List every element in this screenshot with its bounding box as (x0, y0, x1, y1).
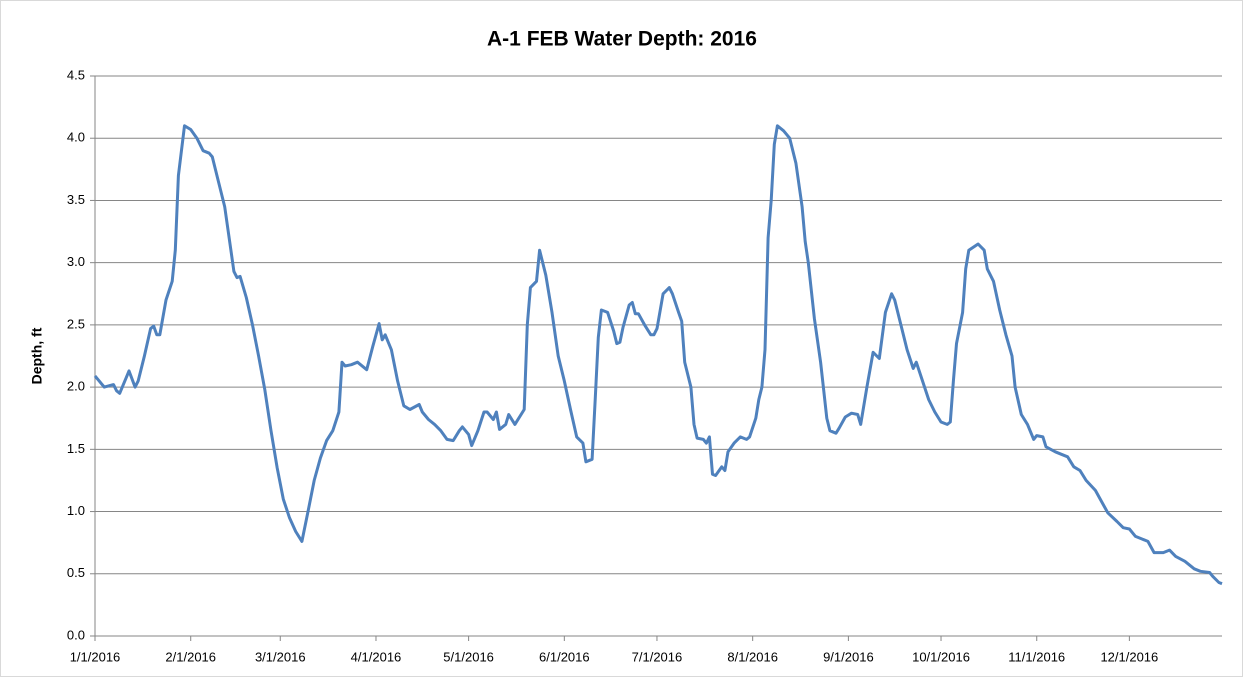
y-tick-label: 4.0 (67, 130, 85, 145)
x-tick-label: 7/1/2016 (632, 649, 683, 664)
x-tick-label: 5/1/2016 (443, 649, 494, 664)
y-tick-label: 0.5 (67, 565, 85, 580)
y-tick-label: 3.0 (67, 254, 85, 269)
x-tick-label: 6/1/2016 (539, 649, 590, 664)
x-tick-label: 2/1/2016 (165, 649, 216, 664)
x-tick-label: 11/1/2016 (1008, 649, 1065, 664)
x-tick-label: 1/1/2016 (70, 649, 121, 664)
data-line (93, 124, 1223, 586)
y-tick-label: 0.0 (67, 627, 85, 642)
chart-title: A-1 FEB Water Depth: 2016 (487, 28, 757, 51)
x-tick-label: 10/1/2016 (912, 649, 970, 664)
x-tick-label: 4/1/2016 (351, 649, 402, 664)
y-tick-label: 1.5 (67, 441, 85, 456)
x-tick-label: 9/1/2016 (823, 649, 874, 664)
y-axis-label: Depth, ft (29, 327, 45, 384)
x-tick-label: 12/1/2016 (1100, 649, 1158, 664)
y-tick-label: 2.5 (67, 316, 85, 331)
y-tick-label: 1.0 (67, 503, 85, 518)
y-tick-label: 3.5 (67, 192, 85, 207)
x-tick-label: 3/1/2016 (255, 649, 306, 664)
x-tick-label: 8/1/2016 (727, 649, 778, 664)
y-tick-label: 4.5 (67, 67, 85, 82)
y-tick-label: 2.0 (67, 379, 85, 394)
